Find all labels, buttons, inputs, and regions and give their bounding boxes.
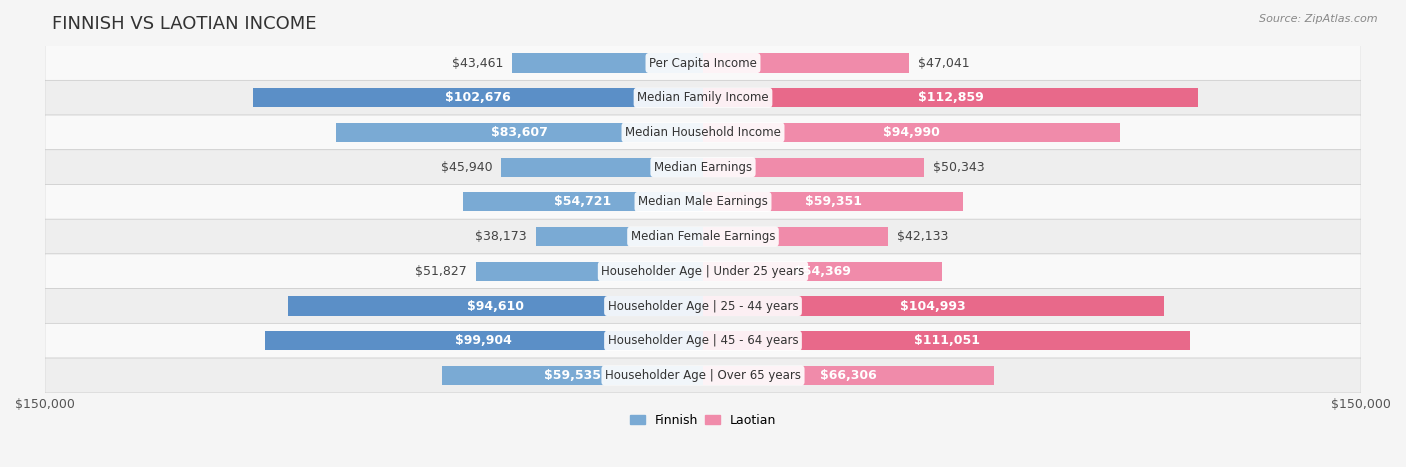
Bar bbox=[512, 54, 703, 72]
Bar bbox=[703, 227, 887, 246]
Text: $59,535: $59,535 bbox=[544, 369, 600, 382]
Text: $54,369: $54,369 bbox=[794, 265, 851, 278]
Legend: Finnish, Laotian: Finnish, Laotian bbox=[626, 409, 780, 432]
Text: $59,351: $59,351 bbox=[804, 195, 862, 208]
Bar bbox=[703, 158, 924, 177]
FancyBboxPatch shape bbox=[45, 219, 1361, 254]
FancyBboxPatch shape bbox=[45, 254, 1361, 289]
Text: $94,990: $94,990 bbox=[883, 126, 939, 139]
Text: $51,827: $51,827 bbox=[415, 265, 467, 278]
Bar bbox=[703, 262, 942, 281]
Text: $38,173: $38,173 bbox=[475, 230, 527, 243]
Text: $104,993: $104,993 bbox=[900, 299, 966, 312]
Text: $94,610: $94,610 bbox=[467, 299, 524, 312]
Bar bbox=[288, 297, 703, 316]
Bar bbox=[703, 192, 963, 212]
FancyBboxPatch shape bbox=[45, 46, 1361, 80]
Text: Householder Age | 25 - 44 years: Householder Age | 25 - 44 years bbox=[607, 299, 799, 312]
Bar bbox=[463, 192, 703, 212]
Text: $112,859: $112,859 bbox=[918, 91, 983, 104]
Text: Per Capita Income: Per Capita Income bbox=[650, 57, 756, 70]
FancyBboxPatch shape bbox=[45, 115, 1361, 150]
Bar bbox=[336, 123, 703, 142]
Text: $42,133: $42,133 bbox=[897, 230, 948, 243]
Text: Median Earnings: Median Earnings bbox=[654, 161, 752, 174]
Text: $83,607: $83,607 bbox=[491, 126, 548, 139]
Text: $99,904: $99,904 bbox=[456, 334, 512, 347]
Text: Median Male Earnings: Median Male Earnings bbox=[638, 195, 768, 208]
FancyBboxPatch shape bbox=[45, 358, 1361, 393]
Text: Householder Age | Under 25 years: Householder Age | Under 25 years bbox=[602, 265, 804, 278]
Bar bbox=[703, 297, 1164, 316]
Text: Householder Age | 45 - 64 years: Householder Age | 45 - 64 years bbox=[607, 334, 799, 347]
Text: $66,306: $66,306 bbox=[820, 369, 877, 382]
Text: Source: ZipAtlas.com: Source: ZipAtlas.com bbox=[1260, 14, 1378, 24]
Bar bbox=[703, 331, 1191, 350]
Text: FINNISH VS LAOTIAN INCOME: FINNISH VS LAOTIAN INCOME bbox=[52, 15, 316, 33]
Bar bbox=[475, 262, 703, 281]
Bar bbox=[502, 158, 703, 177]
Text: $54,721: $54,721 bbox=[554, 195, 612, 208]
Bar bbox=[264, 331, 703, 350]
Bar bbox=[703, 54, 910, 72]
Bar bbox=[703, 123, 1119, 142]
Bar bbox=[703, 88, 1198, 107]
Text: $47,041: $47,041 bbox=[918, 57, 970, 70]
Text: $50,343: $50,343 bbox=[932, 161, 984, 174]
Bar bbox=[441, 366, 703, 385]
FancyBboxPatch shape bbox=[45, 323, 1361, 358]
FancyBboxPatch shape bbox=[45, 184, 1361, 219]
Bar bbox=[536, 227, 703, 246]
Bar bbox=[703, 366, 994, 385]
Text: $43,461: $43,461 bbox=[453, 57, 503, 70]
FancyBboxPatch shape bbox=[45, 289, 1361, 324]
Text: $45,940: $45,940 bbox=[441, 161, 492, 174]
Bar bbox=[253, 88, 703, 107]
Text: Median Household Income: Median Household Income bbox=[626, 126, 780, 139]
FancyBboxPatch shape bbox=[45, 150, 1361, 184]
Text: Householder Age | Over 65 years: Householder Age | Over 65 years bbox=[605, 369, 801, 382]
FancyBboxPatch shape bbox=[45, 80, 1361, 115]
Text: Median Family Income: Median Family Income bbox=[637, 91, 769, 104]
Text: $111,051: $111,051 bbox=[914, 334, 980, 347]
Text: $102,676: $102,676 bbox=[444, 91, 510, 104]
Text: Median Female Earnings: Median Female Earnings bbox=[631, 230, 775, 243]
